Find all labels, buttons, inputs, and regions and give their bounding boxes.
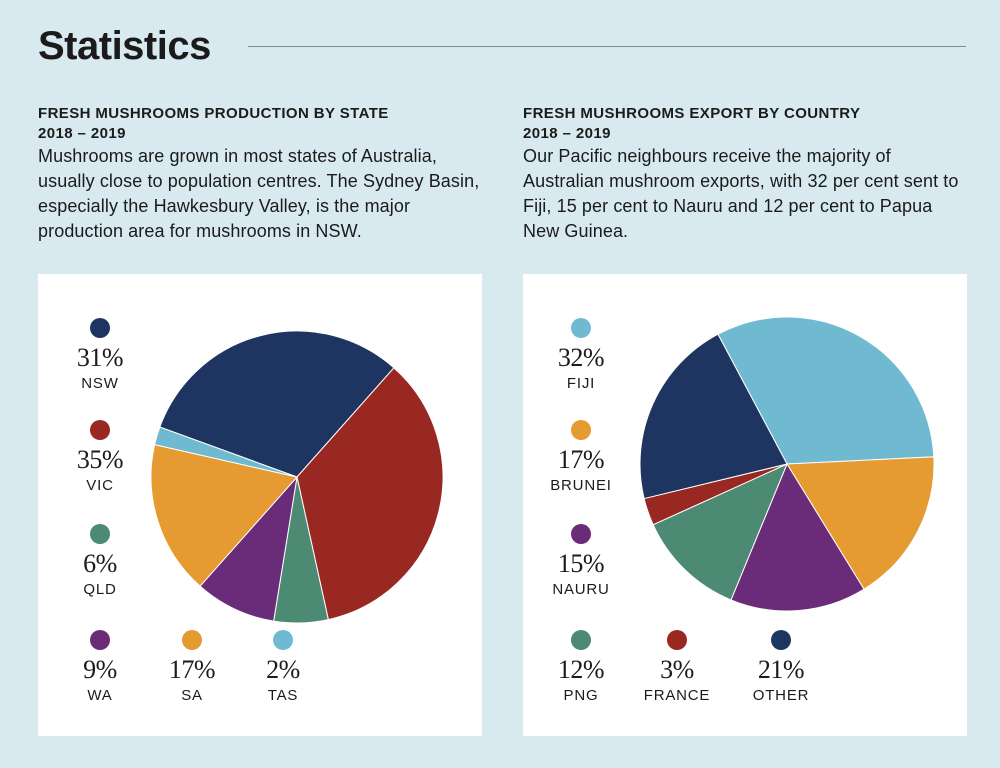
pie-slice-other <box>639 333 788 500</box>
legend-swatch-nsw <box>90 318 110 338</box>
legend-item-sa: 17% SA <box>152 630 232 705</box>
legend-value-nsw: 31% <box>76 343 124 372</box>
export-period: 2018 – 2019 <box>523 125 611 142</box>
legend-item-vic: 35% VIC <box>60 420 140 495</box>
legend-item-france: 3% FRANCE <box>637 630 717 705</box>
legend-label-qld: QLD <box>83 581 117 598</box>
pie-slice-fiji <box>717 316 935 465</box>
legend-value-vic: 35% <box>76 445 124 474</box>
legend-swatch-nauru <box>571 524 591 544</box>
legend-swatch-tas <box>273 630 293 650</box>
export-heading: FRESH MUSHROOMS EXPORT BY COUNTRY <box>523 105 861 122</box>
legend-label-fiji: FIJI <box>566 375 596 392</box>
legend-item-nsw: 31% NSW <box>60 318 140 393</box>
export-pie-chart <box>639 316 935 612</box>
production-pie-chart <box>150 330 444 624</box>
production-section-header: FRESH MUSHROOMS PRODUCTION BY STATE 2018… <box>38 104 482 244</box>
legend-label-france: FRANCE <box>643 687 711 704</box>
title-divider <box>248 46 966 47</box>
legend-label-other: OTHER <box>752 687 810 704</box>
legend-item-brunei: 17% BRUNEI <box>541 420 621 495</box>
production-description: Mushrooms are grown in most states of Au… <box>38 146 480 241</box>
pie-slice-wa <box>199 475 298 622</box>
legend-label-vic: VIC <box>86 477 114 494</box>
legend-swatch-france <box>667 630 687 650</box>
legend-value-wa: 9% <box>83 655 117 684</box>
legend-label-brunei: BRUNEI <box>550 477 612 494</box>
legend-swatch-brunei <box>571 420 591 440</box>
legend-value-fiji: 32% <box>557 343 605 372</box>
legend-label-sa: SA <box>181 687 203 704</box>
legend-swatch-sa <box>182 630 202 650</box>
pie-slice-nauru <box>730 462 865 612</box>
legend-value-png: 12% <box>557 655 605 684</box>
export-chart-card: 32% FIJI 17% BRUNEI 15% NAURU 12% PNG 3%… <box>523 274 967 736</box>
page-title: Statistics <box>38 24 211 68</box>
legend-item-nauru: 15% NAURU <box>541 524 621 599</box>
legend-label-nsw: NSW <box>81 375 119 392</box>
legend-label-nauru: NAURU <box>552 581 610 598</box>
pie-slice-brunei <box>786 456 935 590</box>
legend-label-png: PNG <box>563 687 599 704</box>
legend-value-sa: 17% <box>168 655 216 684</box>
legend-item-fiji: 32% FIJI <box>541 318 621 393</box>
legend-value-tas: 2% <box>266 655 300 684</box>
legend-item-other: 21% OTHER <box>741 630 821 705</box>
pie-slice-png <box>652 463 788 601</box>
pie-slice-vic <box>296 367 444 621</box>
legend-item-tas: 2% TAS <box>243 630 323 705</box>
pie-slice-nsw <box>159 330 395 478</box>
legend-value-france: 3% <box>660 655 694 684</box>
pie-slice-sa <box>150 444 298 587</box>
legend-value-nauru: 15% <box>557 549 605 578</box>
production-period: 2018 – 2019 <box>38 125 126 142</box>
legend-label-tas: TAS <box>267 687 299 704</box>
legend-swatch-wa <box>90 630 110 650</box>
legend-swatch-fiji <box>571 318 591 338</box>
pie-slice-tas <box>154 426 298 478</box>
legend-swatch-png <box>571 630 591 650</box>
legend-value-brunei: 17% <box>557 445 605 474</box>
legend-swatch-qld <box>90 524 110 544</box>
legend-item-png: 12% PNG <box>541 630 621 705</box>
legend-item-wa: 9% WA <box>60 630 140 705</box>
export-section-header: FRESH MUSHROOMS EXPORT BY COUNTRY 2018 –… <box>523 104 967 244</box>
legend-value-qld: 6% <box>83 549 117 578</box>
legend-value-other: 21% <box>757 655 805 684</box>
export-description: Our Pacific neighbours receive the major… <box>523 146 959 241</box>
legend-label-wa: WA <box>87 687 113 704</box>
legend-swatch-other <box>771 630 791 650</box>
production-chart-card: 31% NSW 35% VIC 6% QLD 9% WA 17% SA 2% T… <box>38 274 482 736</box>
legend-item-qld: 6% QLD <box>60 524 140 599</box>
production-heading: FRESH MUSHROOMS PRODUCTION BY STATE <box>38 105 389 122</box>
legend-swatch-vic <box>90 420 110 440</box>
